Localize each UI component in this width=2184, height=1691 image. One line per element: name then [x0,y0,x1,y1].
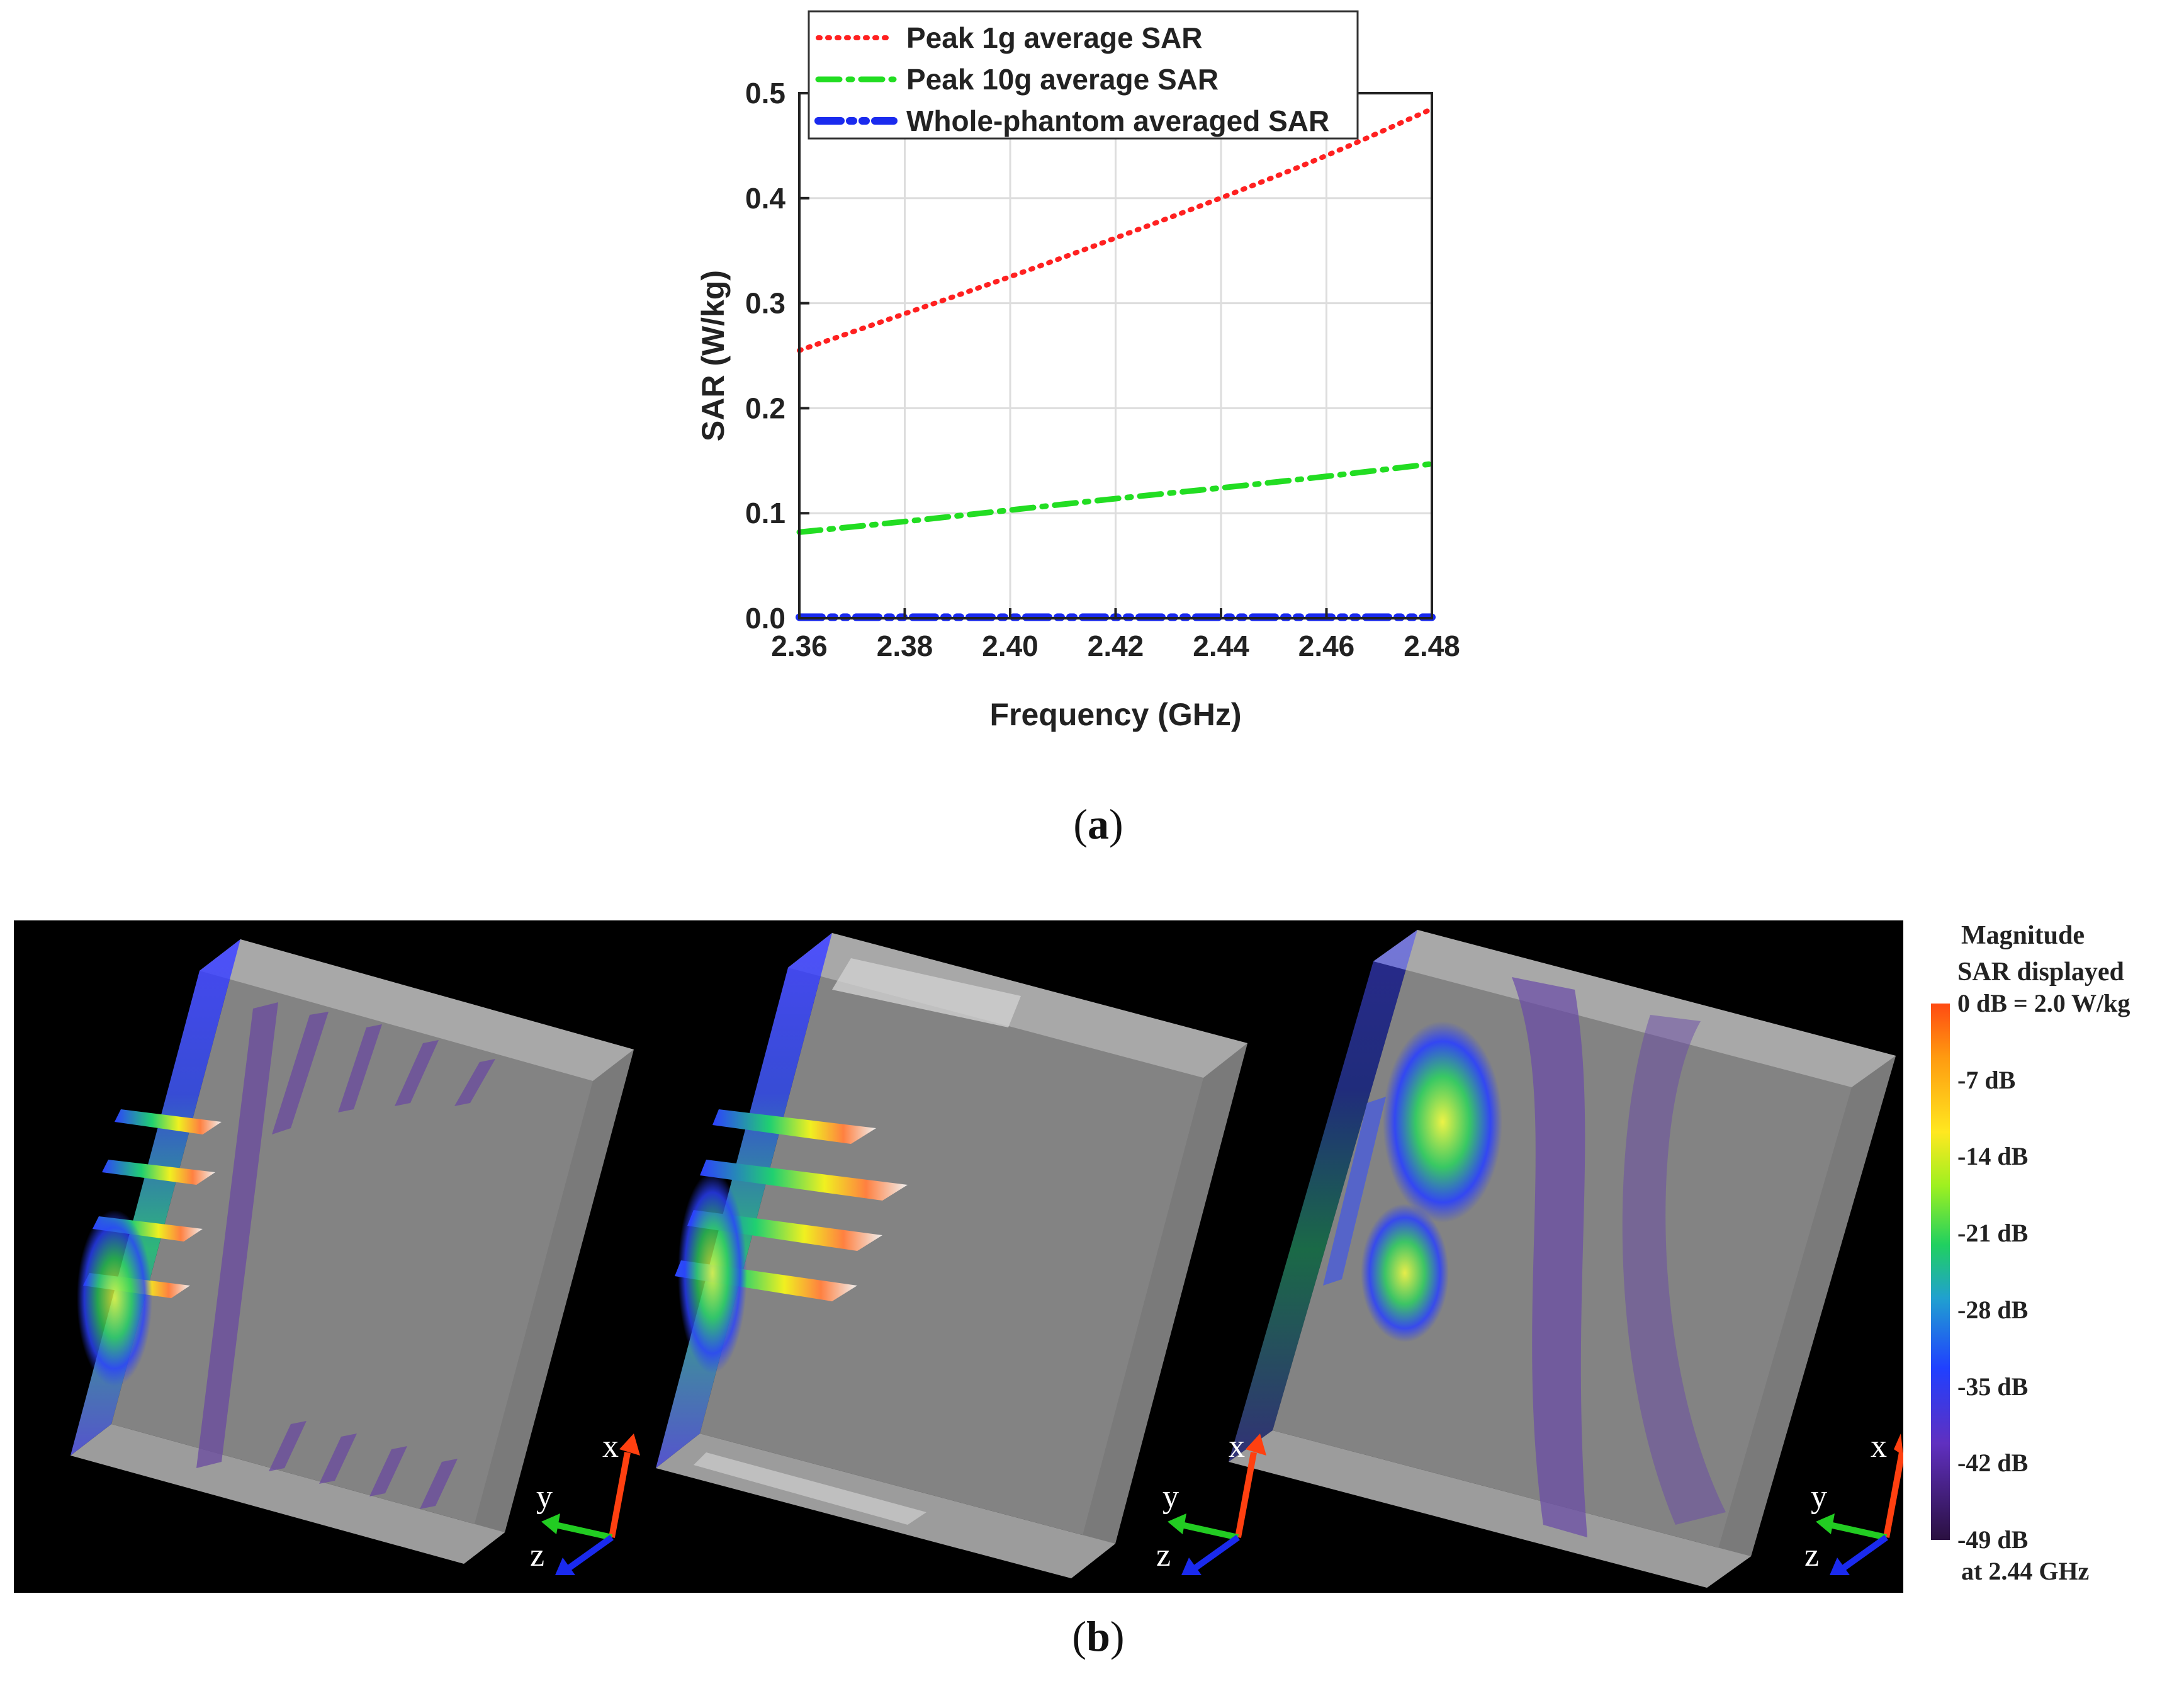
y-tick-label: 0.0 [745,602,785,635]
colorbar-label: -35 dB [1957,1372,2029,1401]
y-tick-label: 0.3 [745,287,785,320]
axis-z-label: z [530,1537,544,1573]
phantom-box-1 [70,939,634,1564]
colorbar-title-line2: SAR displayed [1957,958,2124,987]
sar-hotspots-2 [675,1109,908,1374]
sar-3d-rendering-panel: x y z x y z x y z [14,920,1903,1593]
legend-label: Peak 1g average SAR [906,21,1203,54]
series-line-0 [797,106,1434,353]
axes-triad-2: x y z [1156,1428,1266,1575]
x-axis-label: Frequency (GHz) [989,697,1241,732]
axes-triad-3: x y z [1804,1428,1903,1575]
y-tick-label: 0.2 [745,392,785,424]
colorbar-footer: at 2.44 GHz [1961,1557,2090,1585]
x-tick-label: 2.38 [877,630,933,662]
sar-hotspots-1 [77,1109,222,1386]
x-tick-label: 2.46 [1298,630,1355,662]
colorbar-label: -7 dB [1957,1065,2016,1094]
colorbar-label: -21 dB [1957,1219,2029,1248]
axis-x-label: x [1871,1428,1887,1464]
axis-y-label: y [1811,1479,1827,1515]
colorbar-title-line1: Magnitude [1961,921,2085,950]
phantom-box-3 [1229,930,1896,1588]
x-tick-label: 2.48 [1404,630,1460,662]
colorbar-label: 0 dB = 2.0 W/kg [1957,989,2131,1017]
y-tick-label: 0.1 [745,497,785,529]
y-axis-label: SAR (W/kg) [695,270,731,441]
legend-label: Whole-phantom averaged SAR [906,105,1329,137]
series-line-1 [796,461,1435,535]
legend-box [808,10,1359,140]
colorbar-gradient [1931,1004,1950,1540]
sar-slices-1 [196,1002,495,1509]
colorbar-label: -28 dB [1957,1295,2029,1324]
axis-x-label: x [1229,1428,1245,1464]
y-tick-label: 0.5 [745,77,785,110]
chart-ticks: 2.36 2.38 2.40 2.42 2.44 2.46 2.48 0.0 0.1 0.2 0.3… [745,77,1460,662]
axis-z-label: z [1156,1537,1171,1573]
colorbar-label: -14 dB [1957,1142,2029,1171]
x-tick-label: 2.44 [1193,630,1249,662]
caption-a: (a) [1073,800,1123,848]
axis-z-label: z [1804,1537,1819,1573]
axes-triad-1: x y z [530,1428,640,1575]
x-tick-label: 2.40 [982,630,1039,662]
chart-grid [798,92,1433,619]
axis-y-label: y [536,1479,553,1515]
chart-legend: Peak 1g average SAR Peak 10g average SAR W… [808,10,1359,140]
axis-y-label: y [1162,1479,1179,1515]
colorbar-label: -49 dB [1957,1525,2029,1554]
sar-hotspots-3 [1361,1021,1502,1342]
colorbar-label: -42 dB [1957,1449,2029,1478]
sar-line-chart: 2.36 2.38 2.40 2.42 2.44 2.46 2.48 0.0 0.1 0.2 0.3… [695,10,1460,732]
legend-label: Peak 10g average SAR [906,63,1219,96]
axis-x-label: x [602,1428,619,1464]
x-tick-label: 2.36 [771,630,828,662]
sar-colorbar: Magnitude SAR displayed 0 dB = 2.0 W/kg -… [1913,920,2178,1600]
sar-3d-rendering: x y z x y z x y z [70,930,1903,1588]
y-tick-label: 0.4 [745,182,785,215]
caption-b: (b) [1072,1612,1125,1660]
phantom-box-2 [656,933,1247,1578]
x-tick-label: 2.42 [1088,630,1144,662]
